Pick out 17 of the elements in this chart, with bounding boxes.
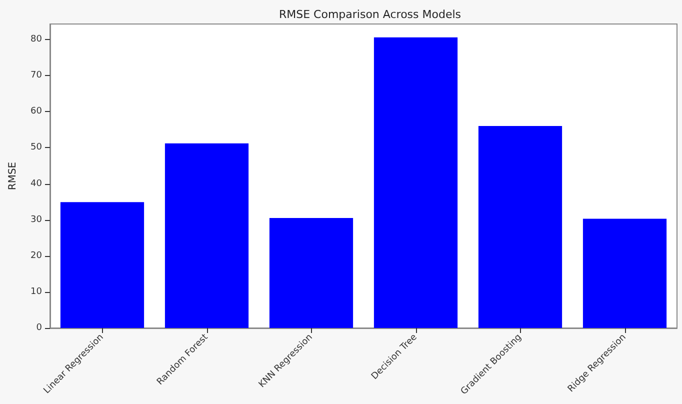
y-tick-label: 0 — [36, 323, 42, 333]
bar — [374, 37, 458, 328]
y-tick-label: 80 — [30, 34, 42, 45]
bar — [478, 126, 562, 328]
bar — [269, 218, 354, 328]
bar — [60, 202, 144, 328]
chart-title: RMSE Comparison Across Models — [278, 8, 462, 21]
y-tick-label: 50 — [30, 142, 42, 153]
bar — [582, 218, 667, 328]
y-tick-label: 60 — [30, 106, 42, 117]
y-tick-label: 30 — [30, 214, 42, 225]
y-tick-label: 40 — [30, 178, 42, 189]
y-tick-label: 70 — [30, 70, 42, 81]
bar — [164, 143, 249, 328]
y-tick-label: 20 — [30, 250, 42, 261]
y-tick-label: 10 — [30, 286, 42, 297]
y-axis-title: RMSE — [8, 162, 18, 190]
